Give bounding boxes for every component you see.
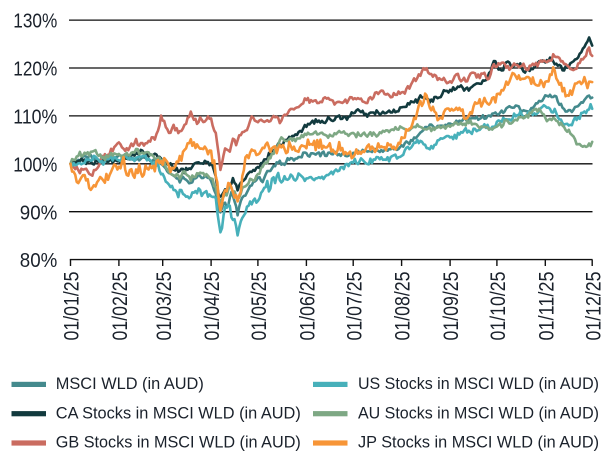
svg-text:01/03/25: 01/03/25 xyxy=(152,271,176,340)
svg-text:01/10/25: 01/10/25 xyxy=(486,271,510,340)
svg-text:100%: 100% xyxy=(13,153,57,176)
svg-text:AU Stocks in MSCI WLD (in AUD): AU Stocks in MSCI WLD (in AUD) xyxy=(358,403,599,422)
svg-text:01/01/25: 01/01/25 xyxy=(60,271,84,340)
svg-text:01/09/25: 01/09/25 xyxy=(439,271,463,340)
svg-text:CA Stocks in MSCI WLD (in AUD): CA Stocks in MSCI WLD (in AUD) xyxy=(56,403,301,422)
svg-text:130%: 130% xyxy=(13,10,57,33)
svg-text:01/08/25: 01/08/25 xyxy=(391,271,415,340)
svg-text:US Stocks in MSCI WLD (in AUD): US Stocks in MSCI WLD (in AUD) xyxy=(358,374,599,393)
svg-text:90%: 90% xyxy=(20,201,58,224)
svg-text:01/06/25: 01/06/25 xyxy=(296,271,320,340)
svg-text:01/04/25: 01/04/25 xyxy=(200,271,224,340)
svg-text:120%: 120% xyxy=(13,58,57,81)
svg-text:GB Stocks in MSCI WLD (in AUD): GB Stocks in MSCI WLD (in AUD) xyxy=(56,433,301,452)
svg-text:01/11/25: 01/11/25 xyxy=(534,271,558,340)
svg-text:01/07/25: 01/07/25 xyxy=(342,271,366,340)
svg-text:80%: 80% xyxy=(20,249,58,272)
svg-text:MSCI WLD (in AUD): MSCI WLD (in AUD) xyxy=(56,374,204,393)
svg-text:110%: 110% xyxy=(13,106,57,129)
svg-text:JP Stocks in MSCI WLD (in AUD): JP Stocks in MSCI WLD (in AUD) xyxy=(358,433,599,452)
svg-text:01/02/25: 01/02/25 xyxy=(108,271,132,340)
svg-text:01/05/25: 01/05/25 xyxy=(247,271,271,340)
svg-text:01/12/25: 01/12/25 xyxy=(581,271,605,340)
